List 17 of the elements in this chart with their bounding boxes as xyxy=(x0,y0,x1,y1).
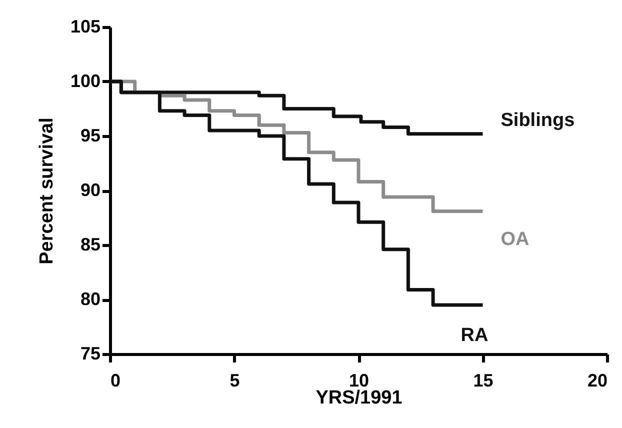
y-tick-label: 105 xyxy=(70,16,100,36)
y-tick-label: 75 xyxy=(80,344,100,364)
y-tick-label: 90 xyxy=(80,180,100,200)
x-tick-label: 15 xyxy=(473,370,494,390)
x-tick-label: 20 xyxy=(587,370,608,390)
x-tick-label: 0 xyxy=(110,370,121,390)
y-tick-label: 95 xyxy=(80,126,100,146)
y-tick-label: 80 xyxy=(80,289,100,309)
series-label: OA xyxy=(500,229,530,250)
x-axis-title: YRS/1991 xyxy=(316,388,403,408)
x-tick-label: 10 xyxy=(348,370,370,390)
y-tick-label: 85 xyxy=(80,234,100,254)
x-tick-label: 5 xyxy=(230,370,240,390)
y-tick-label: 100 xyxy=(70,71,100,91)
y-axis-title: Percent survival xyxy=(36,118,58,264)
series-label: RA xyxy=(460,324,488,346)
series-label: Siblings xyxy=(500,110,575,131)
